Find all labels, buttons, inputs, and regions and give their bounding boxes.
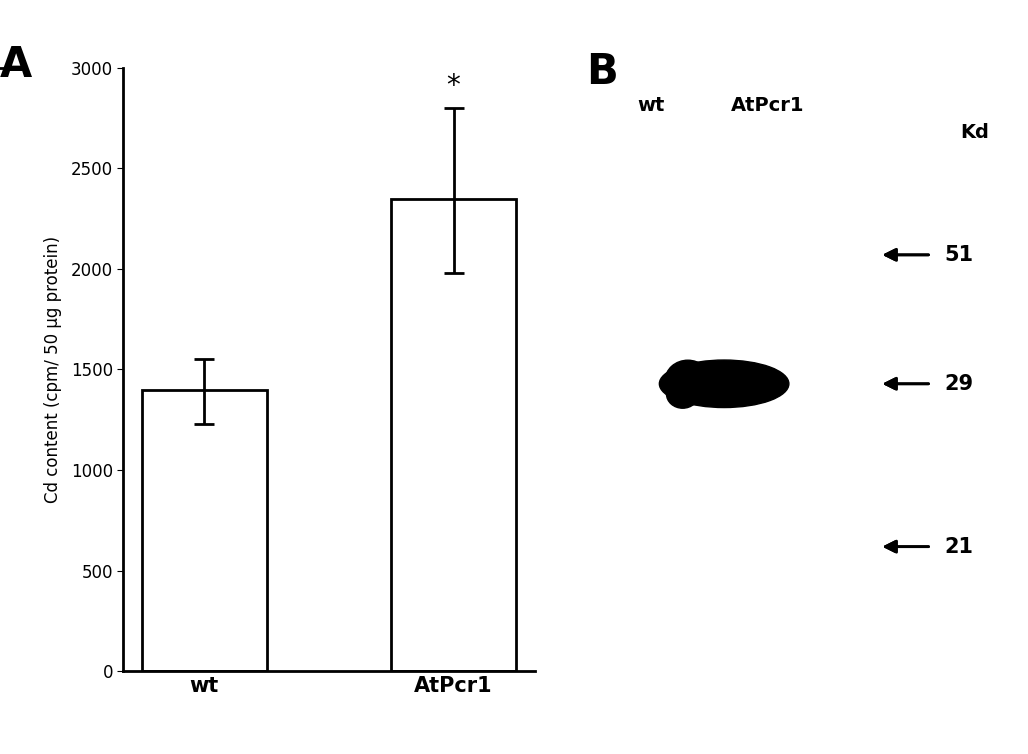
Text: Kd: Kd [960, 123, 989, 143]
Bar [392, 198, 516, 671]
Text: 21: 21 [945, 537, 974, 556]
Text: wt: wt [637, 96, 664, 115]
Ellipse shape [666, 380, 699, 408]
Y-axis label: Cd content (cpm/ 50 μg protein): Cd content (cpm/ 50 μg protein) [44, 236, 63, 503]
Text: AtPcr1: AtPcr1 [731, 96, 804, 115]
Text: *: * [447, 72, 461, 100]
Bar [142, 390, 266, 671]
Text: 51: 51 [945, 245, 974, 265]
Text: A: A [0, 44, 32, 86]
Text: B: B [586, 51, 618, 93]
Text: 29: 29 [945, 374, 974, 394]
Ellipse shape [665, 360, 710, 400]
Ellipse shape [659, 360, 788, 408]
